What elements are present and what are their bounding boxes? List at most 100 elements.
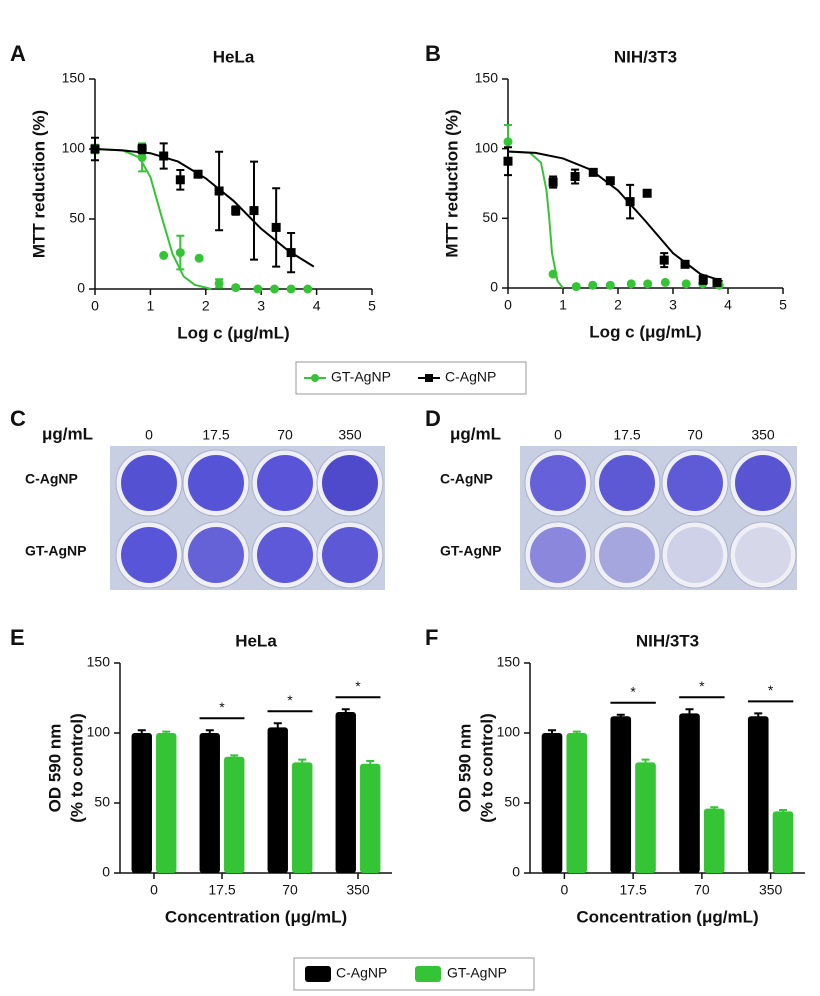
y-tick-label: 50 <box>94 794 110 810</box>
concentration-label: 0 <box>554 427 562 443</box>
data-point <box>626 279 636 289</box>
error-bar <box>641 758 650 767</box>
bar <box>292 762 313 873</box>
x-axis-label: Log c (μg/mL) <box>177 323 289 342</box>
panel-letter: F <box>425 625 438 650</box>
error-bar <box>137 729 146 737</box>
data-point <box>253 284 263 294</box>
significance-mark: * <box>355 678 361 694</box>
x-tick-label: 5 <box>368 298 376 314</box>
well <box>735 527 791 583</box>
legend-marker <box>425 374 433 382</box>
data-point <box>159 250 169 260</box>
row-label: GT-AgNP <box>440 543 501 559</box>
data-point <box>137 144 147 154</box>
y-tick-label: 0 <box>512 864 520 880</box>
well <box>188 527 244 583</box>
x-tick-label: 0 <box>91 298 99 314</box>
well <box>667 527 723 583</box>
panel-letter: C <box>10 406 26 431</box>
bar <box>224 756 245 873</box>
x-tick-label: 3 <box>257 298 265 314</box>
y-tick-label: 0 <box>77 280 85 296</box>
y-axis-label: (% to control) <box>477 713 496 823</box>
data-point <box>249 206 259 216</box>
well <box>530 527 586 583</box>
bar <box>360 763 381 873</box>
panel-letter: D <box>425 406 441 431</box>
x-axis-label: Concentration (μg/mL) <box>165 907 347 926</box>
error-bar <box>230 754 239 760</box>
data-point <box>231 206 241 216</box>
bar <box>131 733 152 873</box>
legend-label: C-AgNP <box>336 965 387 981</box>
well <box>322 455 378 511</box>
x-tick-label: 0 <box>504 297 512 313</box>
y-tick-label: 100 <box>475 139 499 155</box>
concentration-label: 350 <box>338 427 362 443</box>
bar <box>541 733 563 873</box>
x-tick-label: 350 <box>346 882 370 898</box>
concentration-label: 0 <box>145 427 153 443</box>
data-point <box>571 282 581 292</box>
data-point <box>503 137 513 147</box>
x-tick-label: 4 <box>313 298 321 314</box>
x-tick-label: 17.5 <box>620 882 647 898</box>
error-bar <box>710 806 719 811</box>
error-bar <box>273 722 282 733</box>
data-point <box>570 172 580 182</box>
bar <box>610 716 632 873</box>
data-point <box>698 275 708 285</box>
row-label: C-AgNP <box>440 471 493 487</box>
x-tick-label: 17.5 <box>208 882 235 898</box>
fit-curve <box>507 150 564 289</box>
chart-title: HeLa <box>235 631 277 650</box>
legend-swatch <box>415 966 441 982</box>
data-point <box>680 259 690 269</box>
well <box>322 527 378 583</box>
data-point <box>642 188 652 198</box>
fit-curve <box>94 148 315 268</box>
data-point <box>231 283 241 293</box>
data-point <box>503 156 513 166</box>
bar <box>156 733 177 873</box>
well <box>121 527 177 583</box>
data-point <box>625 197 635 207</box>
row-label: GT-AgNP <box>25 543 86 559</box>
legend-box <box>293 957 535 991</box>
x-tick-label: 1 <box>147 298 155 314</box>
concentration-label: 70 <box>687 427 703 443</box>
data-point <box>271 222 281 232</box>
y-tick-label: 0 <box>102 864 110 880</box>
chart-title: NIH/3T3 <box>636 631 699 650</box>
error-bar <box>298 758 307 767</box>
data-point <box>588 167 598 177</box>
well <box>257 455 313 511</box>
significance-mark: * <box>699 678 705 694</box>
legend-label: GT-AgNP <box>331 369 391 385</box>
x-axis-label: Concentration (μg/mL) <box>576 907 758 926</box>
data-point <box>588 280 598 290</box>
legend-marker <box>311 374 319 382</box>
y-tick-label: 50 <box>504 794 520 810</box>
bar <box>566 733 588 873</box>
data-point <box>681 279 691 289</box>
data-point <box>194 253 204 263</box>
chart-title: NIH/3T3 <box>614 47 677 66</box>
fit-curve <box>94 148 212 290</box>
error-bar <box>779 809 787 814</box>
y-axis-label: (% to control) <box>67 713 86 823</box>
legend-box <box>295 361 527 395</box>
bar <box>747 716 769 873</box>
bar <box>635 762 656 873</box>
y-tick-label: 150 <box>497 654 521 670</box>
data-point <box>660 277 670 287</box>
y-tick-label: 100 <box>62 140 86 156</box>
data-point <box>159 151 169 161</box>
legend-label: GT-AgNP <box>447 965 507 981</box>
data-point <box>286 284 296 294</box>
concentration-label: 17.5 <box>202 427 229 443</box>
concentration-label: 70 <box>277 427 293 443</box>
data-point <box>548 269 558 279</box>
error-bar <box>685 708 694 719</box>
